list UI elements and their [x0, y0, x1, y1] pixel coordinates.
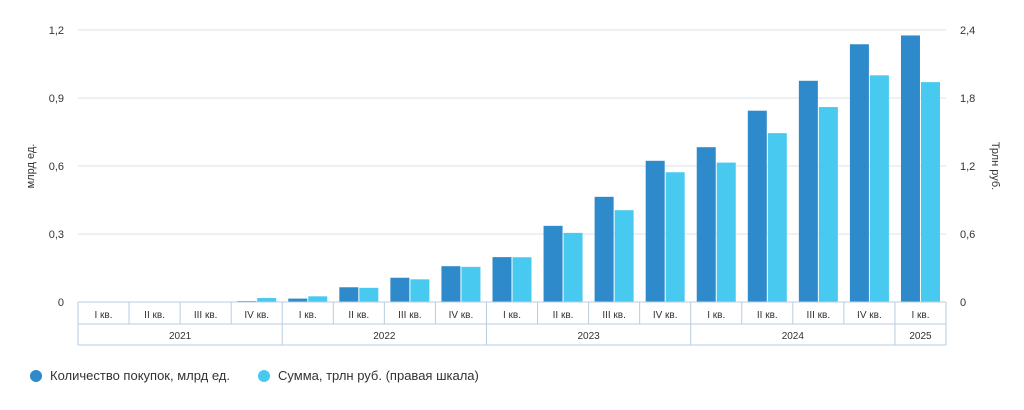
bar-sum	[512, 257, 532, 302]
bar-sum	[920, 82, 940, 302]
quarter-label: II кв.	[144, 310, 165, 321]
year-label: 2022	[373, 331, 396, 342]
legend: Количество покупок, млрд ед. Сумма, трлн…	[30, 368, 479, 383]
legend-label-purchases: Количество покупок, млрд ед.	[50, 368, 231, 383]
year-label: 2025	[909, 331, 932, 342]
quarter-label: III кв.	[807, 310, 831, 321]
right-tick-label: 0	[960, 297, 966, 309]
right-y-axis: 0 0,6 1,2 1,8 2,4 Трлн руб.	[960, 25, 1001, 309]
right-axis-title: Трлн руб.	[989, 142, 1001, 190]
bar-sum	[461, 266, 481, 302]
quarter-label: II кв.	[348, 310, 369, 321]
bar-sum	[869, 75, 889, 302]
bar-purchases	[798, 80, 818, 302]
legend-item-sum[interactable]: Сумма, трлн руб. (правая шкала)	[258, 368, 479, 383]
x-axis-table: I кв. II кв. III кв. IV кв. I кв. II кв. III к…	[77, 301, 947, 346]
quarter-label: IV кв.	[653, 310, 678, 321]
bar-series	[237, 35, 940, 303]
quarter-label: III кв.	[602, 310, 626, 321]
quarter-label: IV кв.	[244, 310, 269, 321]
left-y-axis: 0 0,3 0,6 0,9 1,2 млрд ед.	[25, 25, 64, 309]
quarter-label: I кв.	[503, 310, 521, 321]
bar-sum	[665, 172, 685, 302]
bar-purchases	[339, 287, 359, 302]
bar-purchases	[849, 44, 869, 302]
bar-sum	[410, 279, 430, 302]
right-tick-label: 0,6	[960, 229, 975, 241]
bar-purchases	[594, 196, 614, 302]
quarter-label: III кв.	[194, 310, 218, 321]
bar-purchases	[288, 298, 308, 302]
bar-sum	[614, 210, 634, 302]
bar-purchases	[747, 110, 767, 303]
left-tick-label: 0,9	[49, 93, 64, 105]
left-tick-label: 0,3	[49, 229, 64, 241]
bar-sum	[308, 296, 328, 302]
bar-purchases	[696, 147, 716, 302]
bar-purchases	[441, 266, 461, 302]
year-label: 2023	[577, 331, 600, 342]
bar-sum	[716, 162, 736, 302]
quarter-label: I кв.	[95, 310, 113, 321]
quarter-label: II кв.	[757, 310, 778, 321]
quarter-label: IV кв.	[857, 310, 882, 321]
left-tick-label: 1,2	[49, 25, 64, 37]
quarter-label: III кв.	[398, 310, 422, 321]
bar-purchases	[900, 35, 920, 302]
legend-label-sum: Сумма, трлн руб. (правая шкала)	[278, 368, 479, 383]
bar-chart: 0 0,3 0,6 0,9 1,2 млрд ед. 0 0,6 1,2 1,8 2,4 Трлн …	[25, 25, 1001, 346]
quarter-label: I кв.	[707, 310, 725, 321]
bar-purchases	[543, 225, 563, 302]
left-tick-label: 0,6	[49, 161, 64, 173]
bar-sum	[767, 133, 787, 302]
quarter-label: I кв.	[911, 310, 929, 321]
bar-sum	[257, 298, 277, 302]
quarter-label: II кв.	[553, 310, 574, 321]
right-tick-label: 1,2	[960, 161, 975, 173]
bar-sum	[359, 287, 379, 302]
bar-sum	[818, 107, 838, 302]
bar-sum	[563, 232, 583, 302]
year-label: 2024	[782, 331, 805, 342]
left-axis-title: млрд ед.	[25, 144, 37, 189]
bar-purchases	[492, 257, 512, 302]
bar-purchases	[390, 277, 410, 302]
legend-item-purchases[interactable]: Количество покупок, млрд ед.	[30, 368, 230, 383]
left-tick-label: 0	[58, 297, 64, 309]
right-tick-label: 2,4	[960, 25, 975, 37]
quarter-label: I кв.	[299, 310, 317, 321]
quarter-label: IV кв.	[449, 310, 474, 321]
bar-purchases	[645, 160, 665, 302]
right-tick-label: 1,8	[960, 93, 975, 105]
year-label: 2021	[169, 331, 192, 342]
legend-marker-sum	[258, 369, 271, 382]
legend-marker-purchases	[30, 369, 42, 382]
